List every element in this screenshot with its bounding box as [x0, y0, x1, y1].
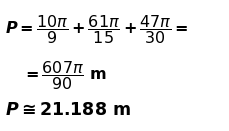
Text: $\boldsymbol{= \dfrac{607\pi}{90}}$ $\mathbf{m}$: $\boldsymbol{= \dfrac{607\pi}{90}}$ $\ma… — [22, 59, 106, 92]
Text: $\boldsymbol{P = \dfrac{10\pi}{9} + \dfrac{61\pi}{15} + \dfrac{47\pi}{30}=}$: $\boldsymbol{P = \dfrac{10\pi}{9} + \dfr… — [5, 13, 188, 46]
Text: $\boldsymbol{P \cong 21.188}$ $\mathbf{m}$: $\boldsymbol{P \cong 21.188}$ $\mathbf{m… — [5, 101, 130, 119]
